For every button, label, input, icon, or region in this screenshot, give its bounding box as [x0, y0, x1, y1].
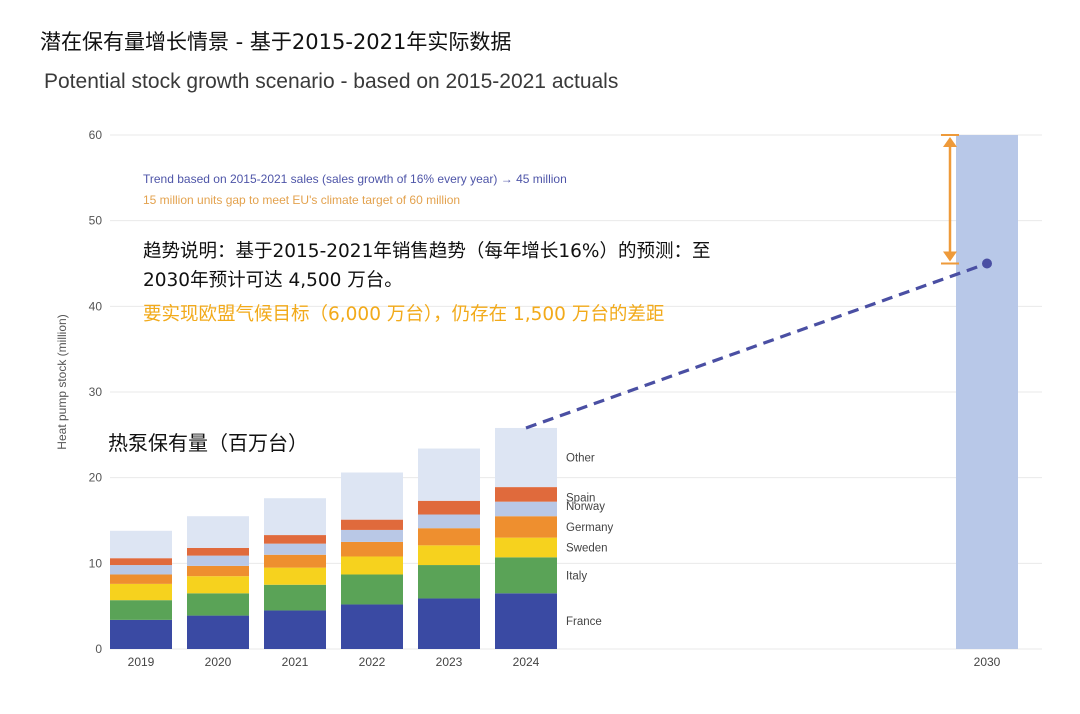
series-label-sweden: Sweden — [566, 542, 608, 554]
bar-target-2030 — [956, 135, 1018, 649]
bar-segment-other-2023 — [418, 448, 480, 501]
bar-segment-norway-2024 — [495, 501, 557, 517]
bar-segment-france-2019 — [110, 619, 172, 649]
bar-segment-norway-2022 — [341, 529, 403, 542]
trend-endpoint — [982, 258, 992, 269]
bar-segment-italy-2022 — [341, 574, 403, 605]
bar-segment-italy-2020 — [187, 593, 249, 616]
bar-segment-france-2020 — [187, 615, 249, 649]
bar-segment-germany-2021 — [264, 554, 326, 568]
bar-segment-sweden-2021 — [264, 567, 326, 585]
bar-segment-spain-2020 — [187, 547, 249, 556]
bar-segment-sweden-2023 — [418, 545, 480, 566]
y-tick-label: 40 — [89, 299, 103, 313]
series-label-france: France — [566, 616, 602, 628]
bar-segment-italy-2019 — [110, 600, 172, 620]
bar-segment-germany-2024 — [495, 516, 557, 538]
bar-segment-norway-2023 — [418, 514, 480, 529]
bar-segment-france-2022 — [341, 604, 403, 649]
bar-segment-germany-2020 — [187, 565, 249, 577]
bar-segment-germany-2022 — [341, 541, 403, 557]
y-tick-label: 30 — [89, 385, 103, 399]
x-tick-label: 2022 — [359, 655, 386, 669]
x-tick-label: 2023 — [436, 655, 463, 669]
gridlines — [110, 134, 1042, 650]
bar-segment-spain-2019 — [110, 558, 172, 566]
bar-segment-italy-2023 — [418, 565, 480, 599]
series-label-other: Other — [566, 453, 595, 465]
series-label-spain: Spain — [566, 492, 595, 504]
bar-segment-other-2024 — [495, 427, 557, 488]
bars — [110, 135, 1018, 649]
bar-segment-norway-2019 — [110, 565, 172, 575]
x-tick-label: 2024 — [513, 655, 540, 669]
bar-segment-norway-2021 — [264, 543, 326, 555]
y-axis-ticks: 0 10 20 30 40 50 60 — [89, 128, 103, 656]
x-axis-ticks: 2019 2020 2021 2022 2023 2024 2030 — [128, 655, 1001, 669]
trend-line — [525, 261, 988, 430]
gap-note-en: 15 million units gap to meet EU's climat… — [143, 193, 461, 207]
y-tick-label: 20 — [89, 471, 103, 485]
bar-segment-other-2019 — [110, 530, 172, 559]
bar-segment-france-2021 — [264, 610, 326, 649]
bar-segment-germany-2019 — [110, 574, 172, 584]
chart-title-cn: 潜在保有量增长情景 - 基于2015-2021年实际数据 — [40, 30, 512, 54]
stock-label-cn: 热泵保有量（百万台） — [108, 431, 308, 455]
bar-segment-germany-2023 — [418, 528, 480, 546]
bar-segment-sweden-2019 — [110, 583, 172, 601]
x-tick-label: 2019 — [128, 655, 155, 669]
trend-and-gap — [525, 134, 992, 430]
y-tick-label: 50 — [89, 214, 103, 228]
bar-segment-sweden-2024 — [495, 537, 557, 558]
bar-segment-other-2022 — [341, 472, 403, 520]
y-tick-label: 0 — [95, 642, 102, 656]
trend-note-cn-line1: 趋势说明：基于2015-2021年销售趋势（每年增长16%）的预测：至 — [143, 241, 711, 262]
y-tick-label: 10 — [89, 556, 103, 570]
gap-arrow-head-down — [943, 251, 957, 262]
bar-segment-spain-2022 — [341, 519, 403, 530]
series-label-italy: Italy — [566, 570, 587, 582]
trend-note-cn-line2: 2030年预计可达 4,500 万台。 — [143, 270, 403, 291]
bar-segment-spain-2023 — [418, 500, 480, 515]
bar-segment-spain-2021 — [264, 535, 326, 544]
chart-title-en: Potential stock growth scenario - based … — [44, 70, 619, 93]
y-axis-title: Heat pump stock (million) — [55, 314, 69, 450]
bar-segment-spain-2024 — [495, 487, 557, 502]
x-tick-label: 2021 — [282, 655, 309, 669]
bar-segment-sweden-2022 — [341, 556, 403, 575]
bar-segment-other-2020 — [187, 516, 249, 548]
x-tick-label: 2030 — [974, 655, 1001, 669]
trend-note-en: Trend based on 2015-2021 sales (sales gr… — [143, 172, 567, 186]
gap-arrow-head-up — [943, 137, 957, 147]
bar-segment-italy-2024 — [495, 557, 557, 594]
bar-segment-italy-2021 — [264, 584, 326, 611]
x-tick-label: 2020 — [205, 655, 232, 669]
series-label-norway: Norway — [566, 501, 605, 513]
bar-segment-norway-2020 — [187, 555, 249, 566]
bar-segment-france-2023 — [418, 598, 480, 649]
series-label-germany: Germany — [566, 522, 614, 534]
bar-segment-france-2024 — [495, 593, 557, 649]
bar-segment-sweden-2020 — [187, 576, 249, 594]
gap-note-cn: 要实现欧盟气候目标（6,000 万台），仍存在 1,500 万台的差距 — [143, 304, 665, 325]
bar-segment-other-2021 — [264, 498, 326, 536]
y-tick-label: 60 — [89, 128, 103, 142]
